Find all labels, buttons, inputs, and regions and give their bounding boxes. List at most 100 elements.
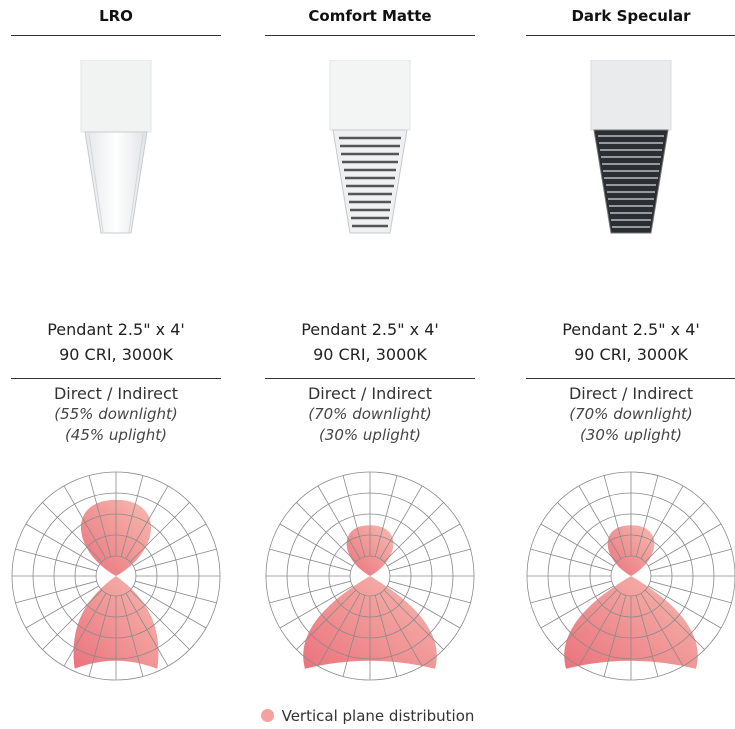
grid-spoke bbox=[603, 475, 627, 557]
distribution-type: Direct / Indirect bbox=[53, 384, 179, 403]
luminaire-image bbox=[80, 60, 152, 234]
polar-grid bbox=[526, 471, 735, 681]
grid-spoke bbox=[135, 548, 217, 572]
grid-spoke bbox=[644, 589, 705, 650]
grid-spoke bbox=[342, 475, 366, 557]
spec-line-1: Pendant 2.5" x 4' bbox=[562, 320, 700, 339]
divider bbox=[265, 35, 475, 36]
spec-text: Pendant 2.5" x 4' 90 CRI, 3000K bbox=[265, 317, 475, 367]
polar-grid bbox=[265, 471, 475, 681]
grid-spoke bbox=[317, 593, 361, 667]
grid-spoke bbox=[540, 523, 614, 567]
legend: Vertical plane distribution bbox=[0, 707, 735, 725]
grid-spoke bbox=[25, 585, 99, 629]
grid-spoke bbox=[374, 475, 398, 557]
grid-spoke bbox=[296, 589, 357, 650]
spec-line-1: Pendant 2.5" x 4' bbox=[301, 320, 439, 339]
grid-spoke bbox=[578, 485, 622, 559]
grid-spoke bbox=[383, 502, 444, 563]
column-title: Dark Specular bbox=[571, 7, 691, 25]
column-title: LRO bbox=[99, 7, 133, 25]
grid-spoke bbox=[389, 548, 471, 572]
grid-spoke bbox=[42, 502, 103, 563]
grid-spoke bbox=[387, 585, 461, 629]
polar-diagram bbox=[11, 471, 221, 681]
grid-spoke bbox=[648, 523, 722, 567]
grid-spoke bbox=[15, 580, 97, 604]
grid-spoke bbox=[640, 593, 684, 667]
grid-spoke bbox=[129, 502, 190, 563]
uplight-pct: (30% uplight) bbox=[318, 426, 422, 444]
grid-spoke bbox=[25, 523, 99, 567]
downlight-pct: (55% downlight) bbox=[54, 405, 178, 423]
grid-spoke bbox=[279, 523, 353, 567]
grid-spoke bbox=[120, 475, 144, 557]
downlight-pct: (70% downlight) bbox=[308, 405, 432, 423]
divider bbox=[526, 35, 735, 36]
grid-spoke bbox=[133, 523, 207, 567]
polar-diagram bbox=[526, 471, 735, 681]
spec-text: Pendant 2.5" x 4' 90 CRI, 3000K bbox=[526, 317, 735, 367]
divider bbox=[526, 378, 735, 379]
distribution-type: Direct / Indirect bbox=[307, 384, 433, 403]
legend-label: Vertical plane distribution bbox=[281, 707, 475, 725]
distribution-text: Direct / Indirect (70% downlight) (30% u… bbox=[526, 383, 735, 446]
grid-spoke bbox=[125, 485, 169, 559]
polar-grid bbox=[11, 471, 221, 681]
grid-spoke bbox=[379, 593, 423, 667]
grid-spoke bbox=[279, 585, 353, 629]
grid-spoke bbox=[640, 485, 684, 559]
grid-spoke bbox=[557, 502, 618, 563]
grid-spoke bbox=[650, 548, 732, 572]
grid-spoke bbox=[648, 585, 722, 629]
grid-spoke bbox=[379, 485, 423, 559]
distribution-type: Direct / Indirect bbox=[568, 384, 694, 403]
grid-spoke bbox=[133, 585, 207, 629]
polar-diagram bbox=[265, 471, 475, 681]
grid-spoke bbox=[635, 595, 659, 677]
grid-spoke bbox=[603, 595, 627, 677]
grid-spoke bbox=[374, 595, 398, 677]
downlight-pct: (70% downlight) bbox=[569, 405, 693, 423]
grid-spoke bbox=[557, 589, 618, 650]
spec-line-2: 90 CRI, 3000K bbox=[59, 345, 173, 364]
grid-spoke bbox=[530, 548, 612, 572]
column-title: Comfort Matte bbox=[308, 7, 432, 25]
grid-spoke bbox=[63, 593, 107, 667]
grid-spoke bbox=[578, 593, 622, 667]
distribution-text: Direct / Indirect (55% downlight) (45% u… bbox=[11, 383, 221, 446]
grid-spoke bbox=[42, 589, 103, 650]
grid-spoke bbox=[644, 502, 705, 563]
grid-spoke bbox=[15, 548, 97, 572]
legend-swatch-icon bbox=[260, 709, 274, 722]
grid-spoke bbox=[296, 502, 357, 563]
grid-spoke bbox=[125, 593, 169, 667]
luminaire-image bbox=[329, 60, 411, 234]
spec-line-2: 90 CRI, 3000K bbox=[313, 345, 427, 364]
uplight-pct: (45% uplight) bbox=[64, 426, 168, 444]
grid-spoke bbox=[129, 589, 190, 650]
grid-spoke bbox=[269, 580, 351, 604]
grid-spoke bbox=[387, 523, 461, 567]
grid-spoke bbox=[135, 580, 217, 604]
divider bbox=[265, 378, 475, 379]
divider bbox=[11, 35, 221, 36]
grid-spoke bbox=[317, 485, 361, 559]
grid-spoke bbox=[63, 485, 107, 559]
divider bbox=[11, 378, 221, 379]
grid-spoke bbox=[540, 585, 614, 629]
grid-spoke bbox=[269, 548, 351, 572]
grid-spoke bbox=[650, 580, 732, 604]
spec-text: Pendant 2.5" x 4' 90 CRI, 3000K bbox=[11, 317, 221, 367]
spec-line-2: 90 CRI, 3000K bbox=[574, 345, 688, 364]
uplight-pct: (30% uplight) bbox=[579, 426, 683, 444]
distribution-text: Direct / Indirect (70% downlight) (30% u… bbox=[265, 383, 475, 446]
grid-spoke bbox=[635, 475, 659, 557]
grid-spoke bbox=[383, 589, 444, 650]
luminaire-image bbox=[590, 60, 672, 234]
grid-spoke bbox=[88, 595, 112, 677]
grid-spoke bbox=[530, 580, 612, 604]
grid-spoke bbox=[389, 580, 471, 604]
grid-spoke bbox=[342, 595, 366, 677]
grid-spoke bbox=[88, 475, 112, 557]
